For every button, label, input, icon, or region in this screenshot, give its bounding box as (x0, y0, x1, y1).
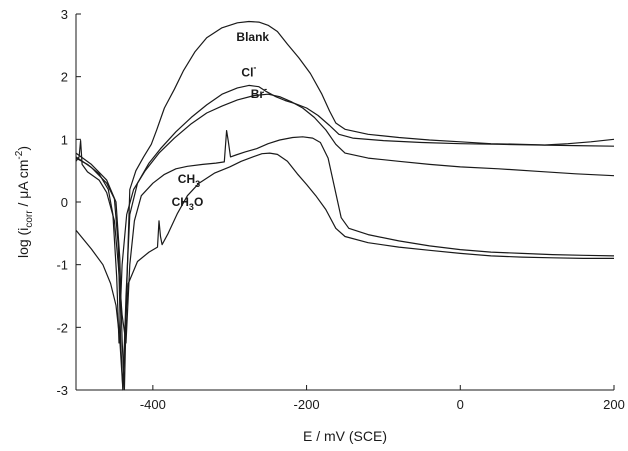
series-label-cl: Cl- (241, 63, 256, 80)
y-axis-title-sup: -2 (14, 150, 25, 159)
y-tick-label: 1 (61, 132, 68, 147)
series-label-br: Br- (251, 84, 267, 101)
x-axis: -400 -200 0 200 (140, 385, 625, 412)
series-line-blank (75, 20, 615, 391)
series-lines (75, 20, 615, 391)
y-tick-label: -3 (56, 383, 68, 398)
plot-frame (75, 14, 614, 391)
y-tick-label: 3 (61, 7, 68, 22)
x-tick-label: -200 (294, 397, 320, 412)
series-line-br (75, 93, 615, 344)
y-axis-title-prefix: log (i (15, 228, 31, 258)
y-axis-title-suffix: ) (15, 146, 31, 151)
y-axis-title-middle: / μA cm (15, 160, 31, 211)
x-tick-label: 0 (457, 397, 464, 412)
y-tick-label: -1 (56, 258, 68, 273)
x-axis-title: E / mV (SCE) (303, 428, 387, 444)
series-line-ch3o (75, 152, 614, 391)
y-axis: -3 -2 -1 0 1 2 3 (56, 7, 81, 398)
x-tick-label: -400 (140, 397, 166, 412)
series-labels: Blank Cl- Br- CH3 CH3O (172, 30, 270, 212)
x-tick-label: 200 (603, 397, 625, 412)
y-tick-label: 0 (61, 195, 68, 210)
series-line-ch3 (75, 130, 615, 344)
series-label-blank: Blank (236, 30, 269, 44)
y-axis-title-sub: corr (24, 210, 35, 228)
y-tick-label: -2 (56, 320, 68, 335)
y-tick-label: 2 (61, 70, 68, 85)
y-axis-title: log (icorr / μA cm-2) (14, 146, 35, 258)
series-label-ch3: CH3 (178, 172, 200, 189)
series-label-ch3o: CH3O (172, 195, 204, 212)
